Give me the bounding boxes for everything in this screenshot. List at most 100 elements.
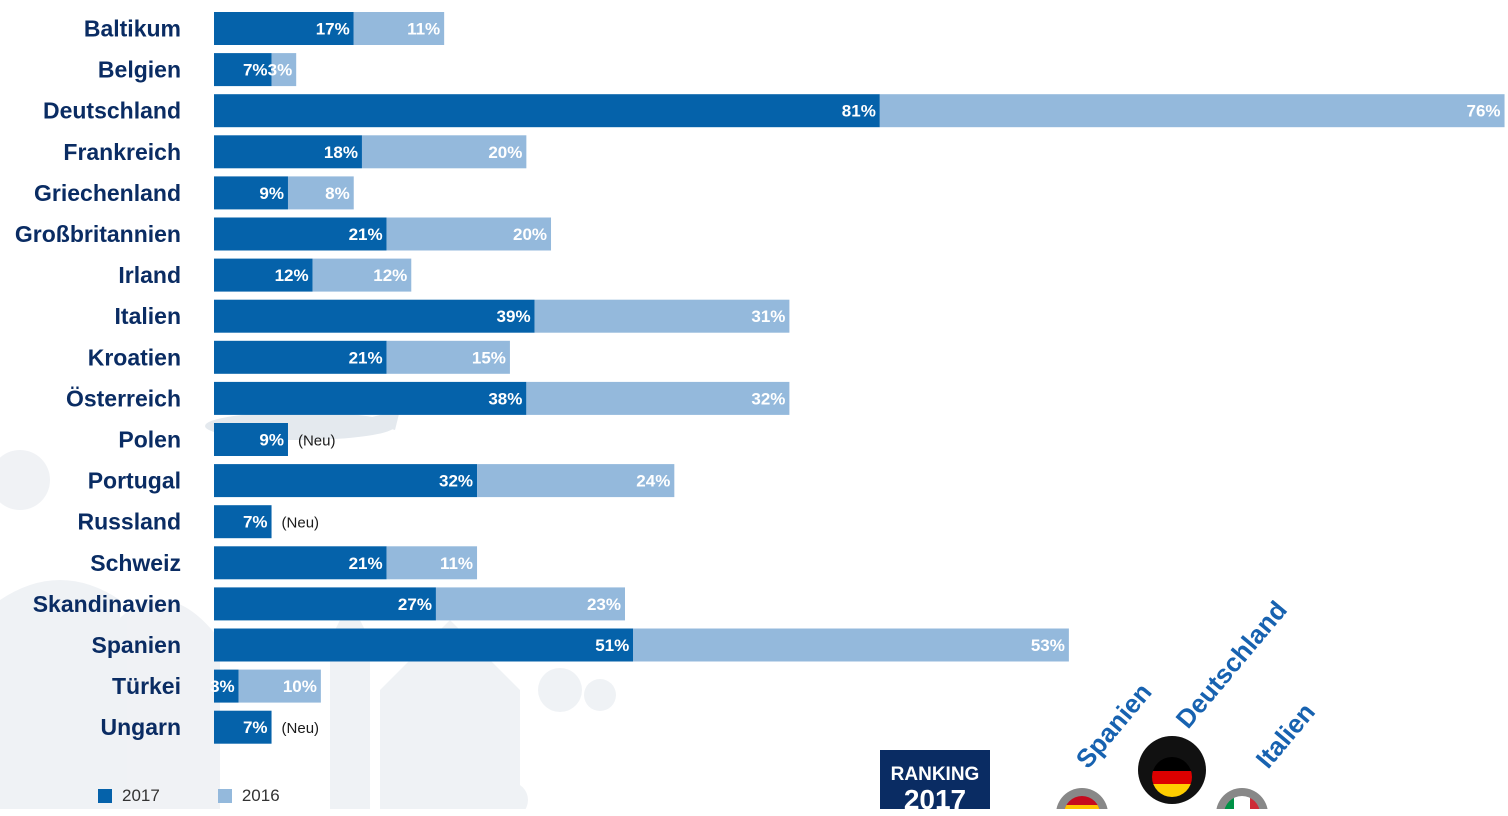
value-label-2017: 32%: [439, 472, 473, 491]
bar-2016: [534, 299, 790, 333]
value-labels: 17% 11%7% 3%81% 76%18% 20%9% 8%21% 20%12% 12%39…: [210, 20, 1500, 738]
value-label-2017: 21%: [349, 554, 383, 573]
flag-pin-germany-icon: [1138, 736, 1206, 804]
bar-2016: [633, 628, 1069, 662]
bar-2017: [214, 299, 535, 333]
category-label: Russland: [77, 509, 181, 535]
category-label: Ungarn: [101, 714, 182, 740]
new-entry-label: (Neu): [282, 720, 320, 737]
value-label-2016: 76%: [1467, 102, 1501, 121]
ranking-title: RANKING: [890, 764, 980, 785]
bar-2017: [214, 12, 354, 45]
ranking-year: 2017: [903, 784, 967, 815]
value-label-2016: 8%: [325, 184, 350, 203]
bar-2016: [312, 258, 412, 292]
ranking-badge: RANKING 2017: [880, 750, 990, 815]
value-label-2016: 20%: [488, 143, 522, 162]
bar-2016: [386, 217, 552, 251]
category-labels: Baltikum Belgien Deutschland Frankreich Grie…: [15, 16, 181, 741]
bar-2016: [477, 464, 675, 498]
category-label: Spanien: [92, 632, 181, 658]
category-label: Kroatien: [88, 344, 181, 370]
category-label: Skandinavien: [33, 591, 181, 617]
value-label-2017: 3%: [210, 677, 235, 696]
category-label: Großbritannien: [15, 221, 181, 247]
value-label-2016: 20%: [513, 225, 547, 244]
bar-2017: [214, 464, 478, 498]
bar-2017: [214, 546, 387, 580]
value-label-2017: 51%: [595, 636, 629, 655]
legend-item-2016: 2016: [217, 786, 280, 806]
value-label-2017: 17%: [316, 20, 350, 39]
category-label: Schweiz: [90, 550, 181, 576]
value-label-2016: 31%: [751, 307, 785, 326]
bar-2017: [214, 710, 272, 744]
value-label-2017: 38%: [488, 389, 522, 408]
legend-item-2017: 2017: [98, 786, 160, 806]
bar-2017: [214, 94, 880, 128]
value-label-2017: 12%: [275, 266, 309, 285]
rank-country-1: Deutschland: [1170, 600, 1293, 734]
category-label: Belgien: [98, 57, 181, 83]
bar-2017: [214, 505, 272, 539]
bars: [214, 12, 1505, 744]
flag-pin-italy-icon: [1216, 788, 1268, 809]
rank-country-3: Italien: [1250, 697, 1321, 774]
bar-2017: [214, 176, 288, 210]
bar-2017: [214, 135, 362, 169]
value-label-2016: 11%: [440, 554, 473, 573]
bar-2017: [214, 423, 288, 456]
bar-2017: [214, 381, 527, 415]
bar-2017: [214, 217, 387, 251]
value-label-2017: 81%: [842, 102, 876, 121]
value-label-2017: 7%: [243, 513, 268, 532]
new-entry-label: (Neu): [282, 515, 320, 532]
value-label-2017: 9%: [259, 184, 284, 203]
value-label-2017: 7%: [243, 718, 268, 737]
category-label: Türkei: [112, 673, 181, 699]
bar-2016: [386, 340, 510, 374]
value-label-2016: 53%: [1031, 636, 1065, 655]
legend: 2017 2016: [98, 784, 338, 808]
bar-2016: [287, 176, 354, 210]
bar-2017: [214, 53, 272, 87]
bar-2016: [353, 12, 445, 45]
bar-2017: [214, 669, 239, 703]
value-label-2016: 12%: [373, 266, 407, 285]
bar-2017: [214, 258, 313, 292]
value-label-2016: 24%: [636, 472, 670, 491]
flag-pin-spain-icon: [1056, 788, 1108, 809]
category-label: Italien: [115, 303, 181, 329]
value-label-2016: 32%: [751, 389, 785, 408]
value-label-2017: 7%: [243, 61, 268, 80]
category-label: Frankreich: [63, 139, 181, 165]
value-label-2016: 23%: [587, 595, 621, 614]
value-label-2017: 21%: [349, 348, 383, 367]
bar-2016: [386, 546, 478, 580]
category-label: Portugal: [88, 468, 181, 494]
bar-2016: [361, 135, 527, 169]
bar-2016: [879, 94, 1505, 128]
legend-label-2016: 2016: [241, 786, 280, 805]
bar-2017: [214, 340, 387, 374]
value-label-2017: 21%: [349, 225, 383, 244]
legend-swatch-2017: [98, 789, 112, 803]
category-label: Irland: [118, 262, 181, 288]
value-label-2016: 10%: [283, 677, 317, 696]
category-label: Polen: [118, 427, 181, 453]
value-label-2016: 15%: [472, 348, 506, 367]
category-label: Griechenland: [34, 180, 181, 206]
bar-2017: [214, 628, 634, 662]
value-label-2017: 27%: [398, 595, 432, 614]
value-label-2016: 3%: [268, 61, 293, 80]
value-label-2017: 18%: [324, 143, 358, 162]
value-label-2016: 11%: [407, 20, 440, 39]
category-label: Österreich: [66, 385, 181, 411]
bar-2017: [214, 587, 436, 621]
value-label-2017: 9%: [259, 431, 284, 450]
bar-2016: [526, 381, 790, 415]
bar-2016: [238, 669, 321, 703]
bar-2016: [271, 53, 297, 87]
bar-2016: [435, 587, 625, 621]
